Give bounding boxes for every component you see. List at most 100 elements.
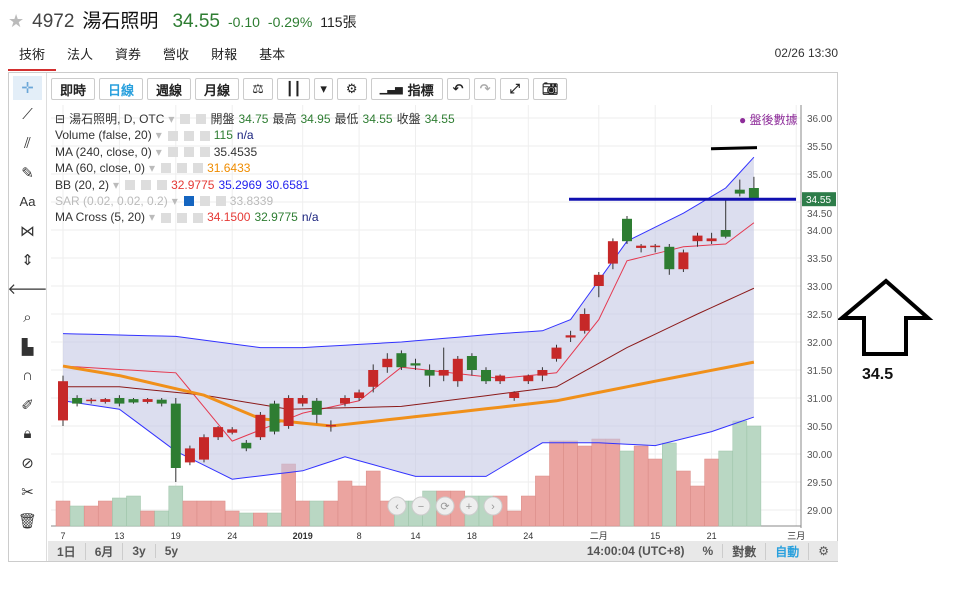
range-6m[interactable]: 6月 (86, 542, 124, 560)
zoom-control-button[interactable] (387, 496, 407, 516)
undo-icon[interactable]: ↶ (446, 78, 470, 100)
bb-label: BB (20, 2) (55, 177, 110, 192)
daily-button[interactable]: 日線 (99, 78, 144, 100)
y-tick-label: 34.00 (807, 226, 832, 237)
candle-body (466, 356, 477, 370)
text-icon[interactable]: Aa (19, 194, 36, 209)
drawn-line (710, 146, 758, 151)
candle-body (255, 414, 266, 438)
zoom-control-button[interactable] (483, 496, 503, 516)
macross-label: MA Cross (5, 20) (55, 210, 146, 225)
y-tick-label: 31.00 (807, 394, 832, 405)
open-label: 開盤 (210, 112, 235, 126)
lock-icon[interactable]: 🔒︎ (23, 425, 32, 442)
candle-body (170, 403, 181, 468)
stock-name: 湯石照明 (82, 11, 159, 32)
candle-body (424, 370, 435, 376)
fork-icon[interactable]: ⫽ (24, 135, 31, 152)
stock-price: 34.55 (172, 11, 220, 32)
brush-icon[interactable]: ✎ (21, 164, 34, 182)
auto-toggle[interactable]: 自動 (766, 542, 810, 560)
compare-icon[interactable]: ⚖ (243, 78, 273, 100)
bb-lower-value: 30.6581 (265, 177, 310, 192)
camera-icon[interactable]: 📷︎ (532, 78, 568, 100)
ruler-icon[interactable]: ▙ (21, 338, 34, 356)
zoom-control-button[interactable] (435, 496, 455, 516)
candle-body (720, 230, 731, 237)
volume-bar (253, 512, 268, 527)
range-5y[interactable]: 5y (164, 544, 179, 558)
tools-icon[interactable]: ✂ (21, 483, 34, 501)
y-tick-label: 29.50 (807, 478, 832, 489)
volume-bar (182, 500, 198, 527)
range-3y[interactable]: 3y (123, 544, 156, 558)
pencil-lock-icon[interactable]: ✐ (21, 396, 34, 414)
tab-bar: 技術 法人 資券 營收 財報 基本 (8, 44, 296, 71)
gear-icon[interactable]: ⚙ (336, 78, 367, 100)
volume-value2: n/a (236, 128, 254, 143)
volume-bar (549, 440, 564, 527)
trash-icon[interactable]: 🗑︎ (17, 512, 38, 530)
star-icon[interactable]: ★ (8, 11, 25, 31)
crosshair-icon[interactable]: ✛ (13, 76, 42, 100)
ma240-line (63, 287, 755, 410)
zoom-control-button[interactable] (459, 496, 479, 516)
volume-bar (563, 440, 578, 527)
candle-body (283, 398, 294, 426)
eye-icon[interactable] (183, 196, 194, 207)
weekly-button[interactable]: 週線 (147, 78, 192, 100)
candle-body (509, 392, 520, 398)
candle-body (565, 335, 576, 338)
trend-line-icon[interactable]: ⟋ (22, 106, 33, 123)
tab-basic[interactable]: 基本 (259, 47, 286, 62)
volume-bar (224, 510, 240, 527)
monthly-button[interactable]: 月線 (195, 78, 240, 100)
tab-institutional[interactable]: 法人 (67, 47, 94, 62)
volume-bar (676, 470, 691, 527)
candle-body (636, 245, 647, 248)
fullscreen-icon[interactable]: ⤢ (500, 78, 529, 100)
zoom-control-button[interactable] (411, 496, 431, 516)
percent-toggle[interactable]: % (694, 544, 724, 558)
hide-icon[interactable]: ⊘ (21, 454, 34, 472)
magnet-icon[interactable]: ∩ (22, 367, 33, 384)
range-1d[interactable]: 1日 (48, 542, 86, 560)
x-tick-label: 三月 (787, 531, 805, 541)
after-hours-label[interactable]: ● 盤後數據 (739, 113, 798, 127)
candle-body (142, 399, 153, 402)
symbol-label: 湯石照明, D, OTC (69, 112, 165, 126)
tab-margin[interactable]: 資券 (115, 47, 142, 62)
x-tick-label: 7 (60, 531, 65, 541)
x-tick-label: 二月 (590, 531, 608, 541)
volume-bar (521, 495, 536, 527)
arrow-left-icon[interactable]: 🡐 (7, 281, 48, 298)
candle-type-icon[interactable]: ┃┃ (276, 78, 311, 100)
realtime-button[interactable]: 即時 (51, 78, 96, 100)
macross-value1: 34.1500 (207, 210, 251, 225)
bb-mid-line (62, 222, 755, 442)
tab-technical[interactable]: 技術 (8, 44, 57, 71)
volume-bar (239, 512, 254, 527)
settings-icon[interactable]: ⚙ (818, 544, 829, 558)
stock-code: 4972 (32, 11, 75, 32)
price-chart[interactable]: 36.00 35.50 35.00 34.50 34.00 33.50 33.00 32.50… (9, 73, 839, 543)
close-label: 收盤 (396, 112, 421, 126)
tab-financials[interactable]: 財報 (211, 47, 238, 62)
y-tick-label: 34.50 (807, 209, 832, 220)
redo-icon[interactable]: ↷ (473, 78, 497, 100)
tab-revenue[interactable]: 營收 (163, 47, 190, 62)
volume-bar (337, 480, 353, 527)
pattern-icon[interactable]: ⋈ (20, 222, 35, 240)
y-tick-label: 32.50 (807, 310, 832, 321)
indicator-button[interactable]: ▁▃▅ 指標 (370, 78, 443, 100)
up-arrow-shape (838, 278, 934, 356)
volume-bar (704, 458, 719, 527)
chevron-down-icon[interactable]: ▾ (314, 78, 333, 100)
measure-icon[interactable]: ⇕ (21, 251, 34, 269)
zoom-icon[interactable]: ⌕ (23, 309, 32, 326)
collapse-icon[interactable]: ⊟ (55, 112, 66, 126)
candle-body (100, 399, 111, 402)
trade-volume: 115張 (320, 14, 357, 30)
log-toggle[interactable]: 對數 (723, 542, 767, 560)
candle-body (269, 403, 280, 432)
